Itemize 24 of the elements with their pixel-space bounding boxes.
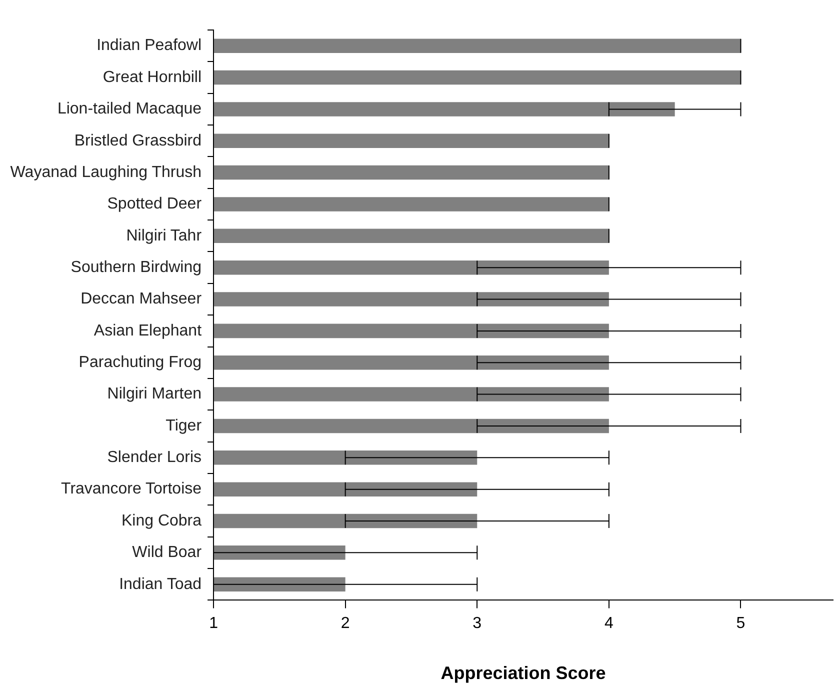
y-tick-label: Deccan Mahseer xyxy=(80,290,202,308)
y-tick-label: Tiger xyxy=(166,417,202,434)
y-tick-label: Indian Peafowl xyxy=(96,37,202,54)
y-tick-label: King Cobra xyxy=(121,512,202,530)
y-tick-label: Nilgiri Marten xyxy=(107,386,202,403)
y-tick-label: Spotted Deer xyxy=(107,196,202,213)
y-tick-label: Slender Loris xyxy=(107,449,202,466)
x-tick-label: 1 xyxy=(209,615,218,632)
y-tick-label: Parachuting Frog xyxy=(78,354,202,372)
y-tick-label: Bristled Grassbird xyxy=(74,132,202,150)
y-tick-label: Wayanad Laughing Thrush xyxy=(10,164,202,181)
y-tick-label: Nilgiri Tahr xyxy=(126,227,202,244)
y-tick-label: Lion-tailed Macaque xyxy=(57,100,202,118)
y-tick-label: Indian Toad xyxy=(119,576,202,593)
y-tick-label: Wild Boar xyxy=(132,544,202,562)
x-tick-label: 5 xyxy=(736,615,746,632)
y-tick-label: Asian Elephant xyxy=(94,322,202,340)
x-tick-label: 2 xyxy=(340,615,350,632)
y-tick-label: Great Hornbill xyxy=(102,68,202,86)
x-axis-title: Appreciation Score xyxy=(440,663,606,684)
x-tick-label: 3 xyxy=(472,615,482,632)
y-tick-label: Southern Birdwing xyxy=(70,258,202,276)
y-tick-label: Travancore Tortoise xyxy=(61,480,202,498)
x-tick-label: 4 xyxy=(604,615,614,632)
